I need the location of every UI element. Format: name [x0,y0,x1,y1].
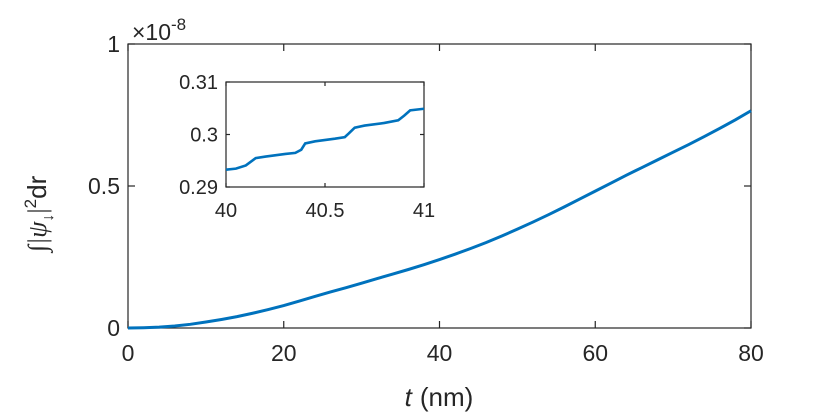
y-multiplier: ×10-8 [132,15,186,45]
inset-ytick-label-2: 0.31 [179,72,218,94]
main-series-line [127,109,752,330]
x-axis-label: t (nm) [405,382,474,412]
inset-xtick-label-1: 40.5 [306,200,345,222]
inset-axes-box [225,81,425,188]
inset-xtick-label-2: 41 [413,200,435,222]
main-xtick-label-2: 40 [427,340,453,366]
main-xtick-label-4: 80 [738,340,764,366]
main-xtick-label-3: 60 [582,340,608,366]
main-axes-box [127,43,752,329]
y-axis-label: ∫|ψ↓|2dr [21,175,57,254]
main-tick-labels: 0 20 40 60 80 0 0.5 1 [88,31,764,366]
main-ytick-label-2: 1 [107,31,120,57]
inset-tick-labels: 40 40.5 41 0.29 0.3 0.31 [179,72,435,222]
main-xtick-label-0: 0 [122,340,135,366]
inset-ticks [225,81,425,188]
main-ytick-label-0: 0 [107,315,120,341]
inset-series-line [225,107,425,171]
main-xtick-label-1: 20 [271,340,297,366]
inset-ytick-label-0: 0.29 [179,177,218,199]
inset-ytick-label-1: 0.3 [190,125,218,147]
main-ytick-label-1: 0.5 [88,173,120,199]
inset-xtick-label-0: 40 [215,200,237,222]
